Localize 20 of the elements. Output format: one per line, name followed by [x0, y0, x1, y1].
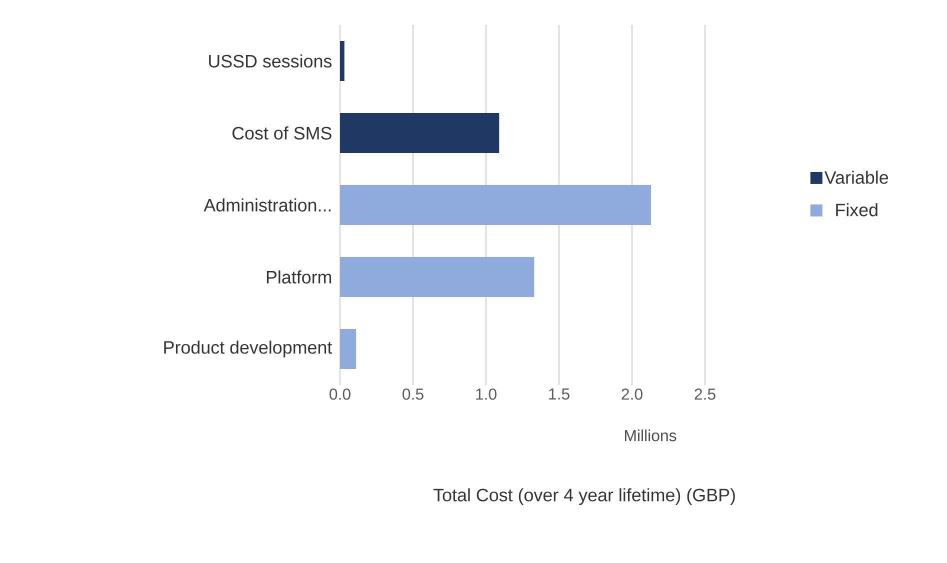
y-tick-label: Administration...: [204, 198, 331, 212]
x-axis-title: Total Cost (over 4 year lifetime) (GBP): [433, 488, 735, 505]
bar: [340, 40, 344, 81]
x-tick-label: 0.0: [330, 388, 350, 400]
x-tick-label: 2.5: [694, 388, 716, 400]
y-tick-label: USSD sessions: [209, 54, 332, 68]
y-tick-label: Platform: [266, 270, 332, 284]
text: Millions: [625, 430, 676, 442]
x-tick-label: 0.5: [402, 388, 424, 400]
bar: [340, 328, 356, 369]
bar: [340, 184, 651, 225]
y-tick-label: Product development: [164, 340, 332, 358]
bar: [340, 256, 534, 297]
x-tick-label: 2.0: [622, 388, 642, 400]
legend-label: Fixed: [836, 203, 878, 216]
x-tick-label: 1.5: [549, 388, 570, 400]
y-tick-label: Cost of SMS: [232, 126, 332, 140]
bar: [340, 112, 500, 153]
x-tick-label: 1.0: [476, 388, 496, 400]
legend-label: Variable: [824, 170, 888, 184]
